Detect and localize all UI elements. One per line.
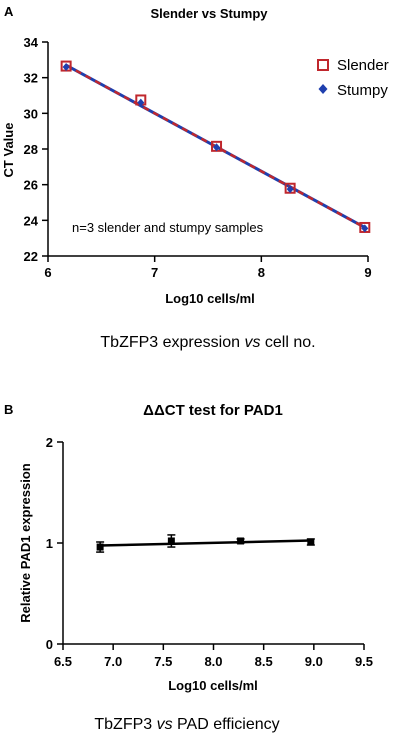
pad1-point (237, 537, 245, 545)
stumpy-point (286, 185, 294, 194)
panel-b-regression-line (100, 539, 311, 547)
caption-a: TbZFP3 expression vs cell no. (100, 334, 315, 351)
panel-b-x-tick-label: 6.5 (54, 654, 72, 669)
panel-a-y-tick-label: 28 (24, 142, 38, 157)
stumpy-point (361, 224, 369, 233)
panel-b-y-ticks: 0 1 2 (46, 435, 63, 652)
legend-stumpy-marker (318, 84, 328, 94)
pad1-point (96, 543, 104, 551)
legend-stumpy-label: Stumpy (337, 82, 388, 99)
caption-b-pre: TbZFP3 (94, 716, 156, 733)
panel-b-xlabel: Log10 cells/ml (168, 678, 258, 693)
panel-b-points (96, 534, 315, 553)
panel-a-y-tick-label: 34 (24, 35, 39, 50)
panel-b-axes: 6.5 7.0 7.5 8.0 8.5 9.0 9.5 0 1 2 (46, 435, 373, 669)
panel-b-x-tick-label: 8.5 (255, 654, 273, 669)
panel-a-legend: Slender Stumpy (317, 57, 389, 99)
panel-b-y-tick-label: 0 (46, 637, 53, 652)
panel-a-points (60, 60, 371, 233)
stumpy-point (213, 143, 221, 152)
panel-a-xlabel: Log10 cells/ml (165, 291, 255, 306)
panel-b-y-tick-label: 1 (46, 536, 53, 551)
panel-a-x-ticks: 6 7 8 9 (44, 256, 372, 280)
panel-a-label: A (4, 4, 14, 19)
pad1-point (307, 538, 315, 546)
panel-b-x-tick-label: 9.5 (355, 654, 373, 669)
panel-a-x-tick-label: 7 (151, 265, 158, 280)
panel-b-title: ΔΔCT test for PAD1 (143, 402, 283, 419)
caption-a-em: vs (244, 334, 260, 351)
panel-a-title: Slender vs Stumpy (150, 6, 268, 21)
caption-a-pre: TbZFP3 expression (100, 334, 244, 351)
pad1-point (167, 537, 175, 545)
panel-a-x-tick-label: 9 (364, 265, 371, 280)
stumpy-point (137, 98, 145, 107)
stumpy-point (62, 62, 70, 71)
caption-a-post: cell no. (260, 334, 315, 351)
caption-b-post: PAD efficiency (173, 716, 280, 733)
legend-slender-label: Slender (337, 57, 389, 74)
caption-b-em: vs (157, 716, 173, 733)
panel-b-x-tick-label: 9.0 (305, 654, 323, 669)
panel-b: B ΔΔCT test for PAD1 6.5 7.0 7.5 8.0 8.5 9.0 9… (4, 402, 373, 693)
panel-a-ylabel: CT Value (1, 123, 16, 178)
panel-a-y-tick-label: 22 (24, 249, 38, 264)
panel-b-y-tick-label: 2 (46, 435, 53, 450)
panel-a-y-tick-label: 30 (24, 106, 38, 121)
legend-slender-marker (317, 59, 329, 71)
panel-b-label: B (4, 402, 13, 417)
panel-a-annotation: n=3 slender and stumpy samples (72, 220, 264, 235)
panel-b-x-tick-label: 7.5 (154, 654, 172, 669)
panel-a-y-ticks: 22 24 26 28 30 32 34 (24, 35, 48, 264)
panel-a-axes: 6 7 8 9 22 24 26 28 30 32 34 (24, 35, 372, 280)
panel-b-ylabel: Relative PAD1 expression (18, 463, 33, 622)
panel-a-y-tick-label: 32 (24, 71, 38, 86)
panel-a-y-tick-label: 26 (24, 178, 38, 193)
panel-b-fit-line (100, 539, 311, 547)
panel-b-x-tick-label: 8.0 (204, 654, 222, 669)
panel-b-x-ticks: 6.5 7.0 7.5 8.0 8.5 9.0 9.5 (54, 644, 373, 669)
panel-a-x-tick-label: 8 (258, 265, 265, 280)
panel-a-x-tick-label: 6 (44, 265, 51, 280)
caption-b: TbZFP3 vs PAD efficiency (94, 716, 279, 733)
panel-b-x-tick-label: 7.0 (104, 654, 122, 669)
panel-a-y-tick-label: 24 (24, 213, 39, 228)
